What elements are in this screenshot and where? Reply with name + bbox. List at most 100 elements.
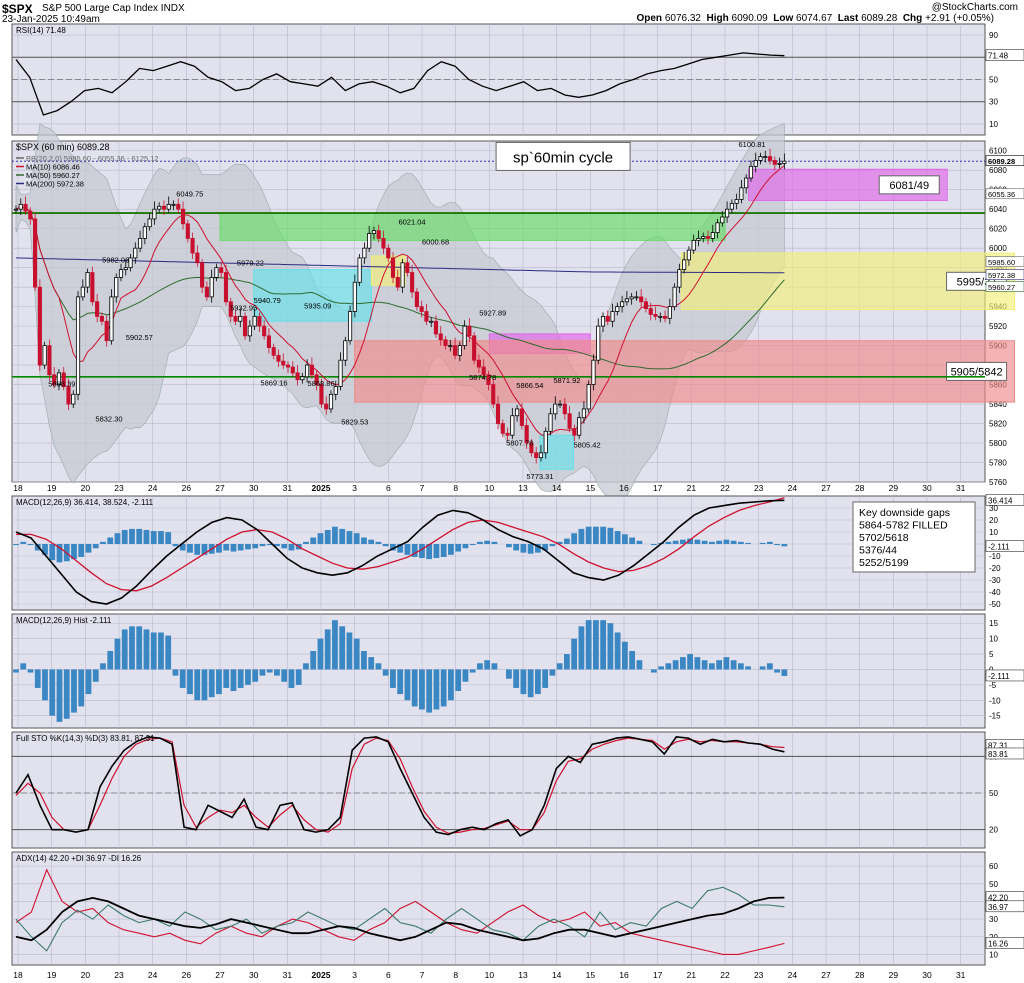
candle-body xyxy=(682,259,687,271)
candle-body xyxy=(600,315,606,327)
hist-bar xyxy=(20,663,27,670)
macd-hist-bar xyxy=(448,544,454,555)
candle-body xyxy=(348,311,353,342)
hist-bar xyxy=(607,623,614,670)
exchange-name: INDX xyxy=(160,3,185,14)
x-axis-label-bottom: 30 xyxy=(922,970,932,980)
candle-body xyxy=(701,236,706,239)
hist-bar xyxy=(353,638,360,670)
candle-body xyxy=(519,408,524,426)
zone-label-box xyxy=(878,175,940,195)
candle-body xyxy=(748,165,754,179)
x-axis-label: 17 xyxy=(653,483,663,493)
macd-hist-bar xyxy=(694,539,701,544)
key-gaps-line: 5702/5618 xyxy=(859,532,909,544)
macd-hist-bar xyxy=(172,544,179,547)
adx-right-box xyxy=(985,937,1024,949)
candle-body xyxy=(161,205,167,210)
macd-hist-bar xyxy=(259,544,266,547)
candle-body xyxy=(643,301,649,309)
hist-bar xyxy=(419,669,425,710)
x-axis-label-bottom: 16 xyxy=(619,970,629,980)
hist-bar xyxy=(237,669,244,688)
hist-bar xyxy=(245,669,251,685)
hist-bar xyxy=(390,669,396,688)
x-axis-label-bottom: 14 xyxy=(552,970,562,980)
macd-hist-bar xyxy=(484,540,491,544)
price-legend-entry: MA(200) 5972.38 xyxy=(26,180,84,189)
candle-body xyxy=(472,335,477,361)
macd-hist-bar xyxy=(549,544,556,547)
x-axis-label: 30 xyxy=(922,483,932,493)
price-legend-entry: MA(50) 5960.27 xyxy=(26,171,80,180)
candle-body xyxy=(419,306,424,312)
ma50-line xyxy=(15,206,785,370)
hist-ytick-label: -15 xyxy=(989,712,1001,721)
x-axis-label: 31 xyxy=(283,483,293,493)
cycle-annotation-box xyxy=(495,141,631,171)
candle-body xyxy=(314,374,319,385)
price-right-value: 5960.27 xyxy=(988,283,1015,292)
hist-bar xyxy=(208,669,215,698)
price-ytick-label: 5840 xyxy=(989,400,1007,409)
sto-title: Full STO %K(14,3) %D(3) 83.81, 87.31 xyxy=(16,734,155,743)
key-gaps-line: 5376/44 xyxy=(859,545,897,557)
candle-body xyxy=(18,203,23,210)
macd-hist-bar xyxy=(92,544,99,549)
x-axis-label: 16 xyxy=(619,483,629,493)
hist-bar xyxy=(230,669,237,692)
macd-hist-bar xyxy=(136,528,143,544)
macd-hist-bar xyxy=(781,544,788,547)
price-right-value: 5985.60 xyxy=(988,258,1015,267)
hist-bar xyxy=(542,669,549,688)
candle-body xyxy=(691,239,696,251)
hist-bar xyxy=(462,669,469,682)
hist-bar xyxy=(527,669,534,698)
candle-body xyxy=(414,291,419,308)
hist-bar xyxy=(491,663,498,670)
x-axis-label-bottom: 20 xyxy=(81,970,91,980)
hist-bar xyxy=(636,660,643,670)
hist-bar xyxy=(730,660,737,670)
candle-body xyxy=(118,269,124,278)
macd-ytick-label: 20 xyxy=(989,516,998,525)
sto-right-box xyxy=(985,747,1024,760)
x-axis-label: 6 xyxy=(386,483,391,493)
x-axis-label-bottom: 7 xyxy=(420,970,425,980)
macd-hist-bar xyxy=(317,533,324,544)
hist-bar xyxy=(679,657,686,670)
price-point-label: 5869.16 xyxy=(260,379,287,388)
candle-body xyxy=(433,320,439,335)
macd-hist-bar xyxy=(114,533,121,544)
macd-hist-bar xyxy=(520,544,527,553)
high-label: High xyxy=(706,13,729,24)
open-value: 6076.32 xyxy=(664,13,701,24)
macd-title: MACD(12,26,9) 36.414, 38.524, -2.111 xyxy=(16,498,154,507)
hist-bar xyxy=(179,669,186,688)
x-axis-label-bottom: 6 xyxy=(386,970,391,980)
x-axis-label-bottom: 10 xyxy=(485,970,495,980)
candle-body xyxy=(772,160,777,165)
macd-hist-bar xyxy=(332,526,338,544)
price-point-label: 5773.31 xyxy=(526,472,553,481)
x-axis-label: 22 xyxy=(720,483,730,493)
macd-hist-bar xyxy=(766,541,773,544)
hist-bar xyxy=(766,663,773,670)
macd-hist-bar xyxy=(527,544,534,554)
adx-panel-bg xyxy=(11,851,986,966)
rsi-ytick-label: 30 xyxy=(989,98,998,107)
key-gaps-box xyxy=(852,501,976,573)
macd-hist-bar xyxy=(223,544,230,551)
hist-right-value: -2.111 xyxy=(988,672,1010,681)
candle-body xyxy=(171,203,176,206)
hist-bar xyxy=(578,626,585,670)
candle-body xyxy=(33,218,38,288)
macd-hist-bar xyxy=(745,542,752,544)
hist-bar xyxy=(708,663,715,670)
candle-body xyxy=(180,208,186,225)
candle-body xyxy=(725,208,730,218)
macd-ytick-label: 30 xyxy=(989,504,998,513)
x-axis-label: 23 xyxy=(754,483,764,493)
hist-bar xyxy=(71,669,77,713)
